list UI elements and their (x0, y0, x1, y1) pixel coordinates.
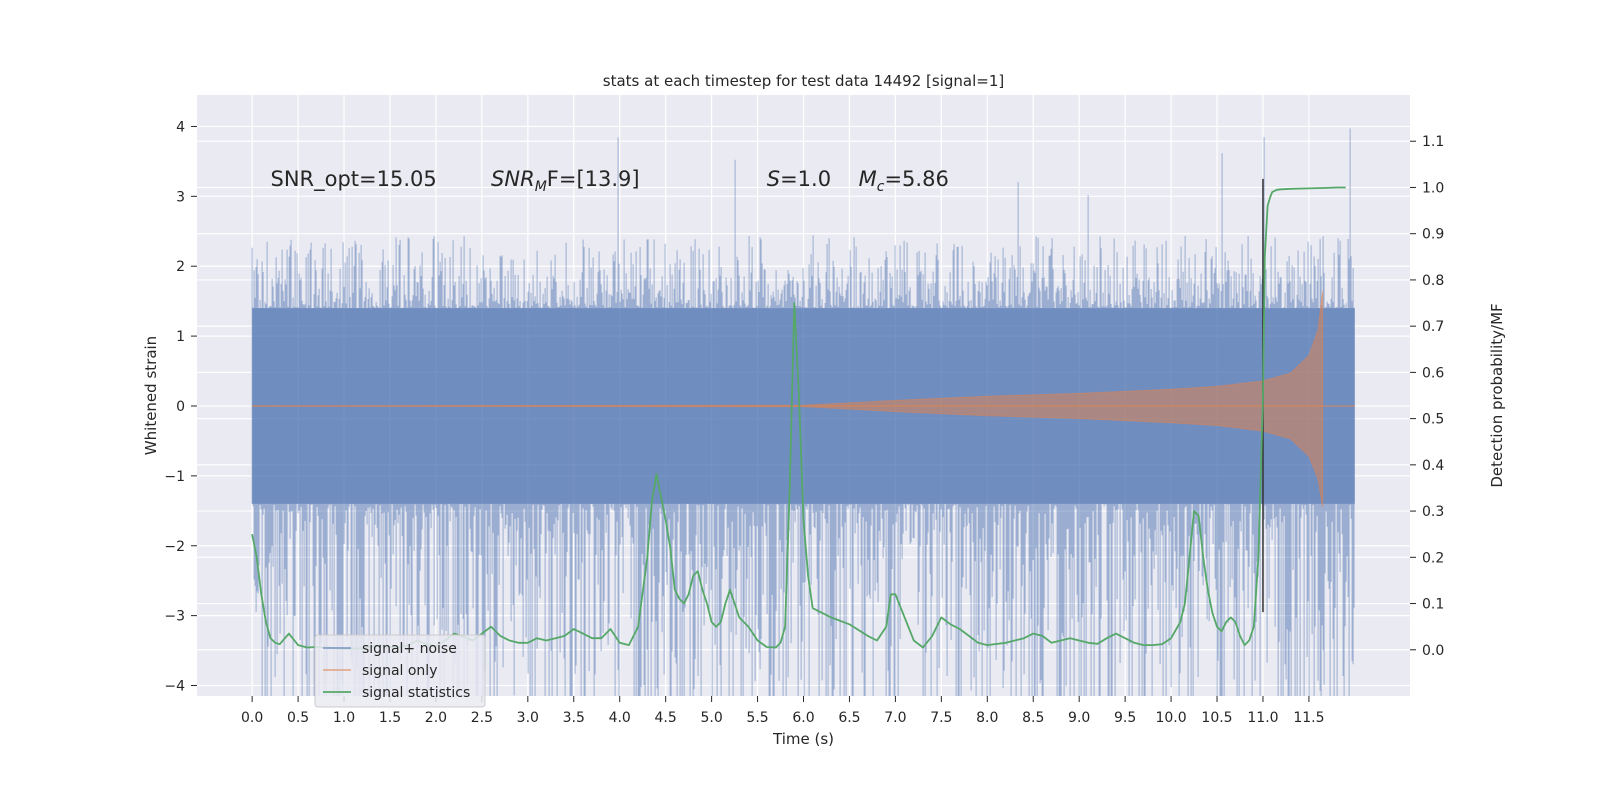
x-tick-label: 7.5 (930, 710, 952, 726)
x-tick-label: 11.0 (1247, 710, 1278, 726)
x-tick-label: 1.0 (333, 710, 355, 726)
y-tick-label: −3 (164, 609, 185, 625)
y2-tick-label: 1.0 (1422, 180, 1444, 196)
x-tick-label: 1.5 (379, 710, 401, 726)
series-signal-only (252, 290, 1355, 508)
x-tick-label: 10.5 (1201, 710, 1232, 726)
y2-tick-label: 0.0 (1422, 643, 1444, 659)
x-tick-label: 5.5 (746, 710, 768, 726)
legend: signal+ noise signal only signal statistic… (314, 634, 486, 708)
y-axis-label: Whitened strain (142, 336, 160, 455)
x-tick-label: 8.5 (1022, 710, 1044, 726)
y2-tick-label: 0.3 (1422, 504, 1444, 520)
y-tick-label: 0 (176, 399, 185, 415)
y2-tick-label: 1.1 (1422, 134, 1444, 150)
x-tick-label: 0.0 (241, 710, 263, 726)
x-tick-label: 0.5 (287, 710, 309, 726)
x-tick-label: 11.5 (1293, 710, 1324, 726)
y-tick-label: −2 (164, 539, 185, 555)
annotation-3: Mc=5.86 (859, 167, 949, 195)
annotations: SNR_opt=15.05 SNRMF=[13.9] S=1.0 Mc=5.86 (271, 167, 949, 195)
y-tick-label: 4 (176, 119, 185, 135)
y-tick-label: 2 (176, 259, 185, 275)
annotation-2: S=1.0 (767, 167, 831, 191)
x-tick-label: 2.5 (471, 710, 493, 726)
x-tick-label: 7.0 (884, 710, 906, 726)
signal-only-envelope (252, 290, 1324, 508)
x-axis-label: Time (s) (772, 730, 834, 748)
annotation-0: SNR_opt=15.05 (271, 167, 437, 192)
y-tick-label: −4 (164, 679, 185, 695)
x-tick-label: 6.0 (792, 710, 814, 726)
x-tick-label: 8.0 (976, 710, 998, 726)
y-tick-label: 1 (176, 329, 185, 345)
annotation-1: SNRMF=[13.9] (491, 167, 640, 195)
y2-tick-label: 0.4 (1422, 458, 1444, 474)
x-tick-label: 2.0 (425, 710, 447, 726)
y2-axis-label: Detection probability/MF (1488, 303, 1506, 487)
y-tick-label: −1 (164, 469, 185, 485)
y-tick-label: 3 (176, 189, 185, 205)
x-tick-label: 3.0 (517, 710, 539, 726)
x-tick-label: 5.0 (700, 710, 722, 726)
y2-tick-label: 0.1 (1422, 597, 1444, 613)
chart-title: stats at each timestep for test data 144… (603, 72, 1004, 90)
legend-label: signal+ noise (362, 641, 457, 657)
y2-tick-label: 0.8 (1422, 273, 1444, 289)
axes: 0.0 0.5 1.0 1.5 2.0 2.5 3.0 3.5 4.0 4.5 5.0 5.5 6.0 6… (164, 119, 1444, 726)
x-tick-label: 3.5 (563, 710, 585, 726)
x-tick-label: 6.5 (838, 710, 860, 726)
x-tick-label: 9.0 (1068, 710, 1090, 726)
legend-box (314, 634, 486, 708)
y2-tick-label: 0.2 (1422, 550, 1444, 566)
noise-trace (251, 128, 1355, 696)
legend-label: signal only (362, 663, 437, 679)
y2-tick-label: 0.6 (1422, 365, 1444, 381)
y2-tick-label: 0.5 (1422, 412, 1444, 428)
x-tick-label: 4.0 (609, 710, 631, 726)
legend-label: signal statistics (362, 685, 470, 701)
x-tick-label: 9.5 (1114, 710, 1136, 726)
y2-tick-label: 0.7 (1422, 319, 1444, 335)
y2-tick-label: 0.9 (1422, 227, 1444, 243)
x-tick-label: 10.0 (1155, 710, 1186, 726)
x-tick-label: 4.5 (655, 710, 677, 726)
